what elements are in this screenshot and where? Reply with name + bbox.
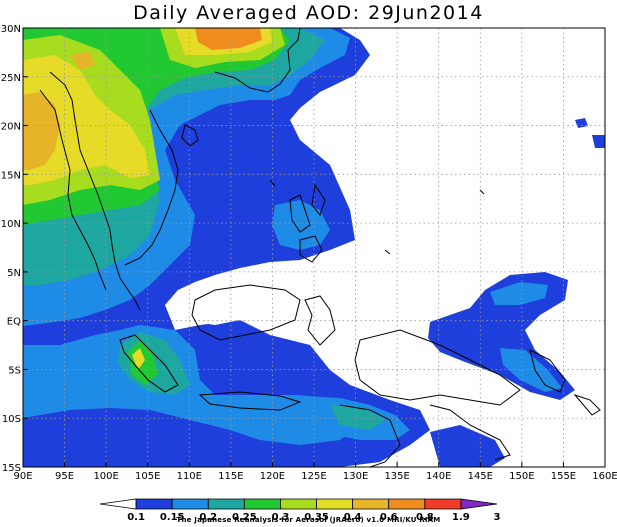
aod-region-orange: [23, 92, 60, 170]
lat-tick-label: 10N: [1, 219, 21, 230]
colorbar-segment: [207, 498, 245, 510]
lon-tick-label: 95E: [55, 471, 74, 482]
lon-tick-label: 150E: [509, 471, 534, 482]
lat-tick-label: 5S: [8, 365, 21, 376]
aod-field: [23, 28, 605, 467]
colorbar-segment: [424, 498, 462, 510]
lon-tick-label: 115E: [218, 471, 243, 482]
lat-tick-label: EQ: [7, 317, 21, 328]
aod-region-lightblue-south: [23, 325, 360, 445]
colorbar-label: 0.2: [199, 512, 217, 523]
colorbar-segment: [171, 498, 209, 510]
colorbar-label: 0.1: [127, 512, 145, 523]
lat-tick-label: 30N: [1, 24, 21, 35]
credit-text: The Japanese Reanalysis for Aerosol (JRA…: [176, 516, 441, 524]
aod-region-blue-sw: [430, 425, 505, 467]
colorbar-label: 0.6: [380, 512, 398, 523]
colorbar-segment: [243, 498, 281, 510]
colorbar-segment: [316, 498, 354, 510]
lon-tick-label: 90E: [13, 471, 32, 482]
colorbar-label: 0.15: [160, 512, 185, 523]
lon-tick-label: 130E: [343, 471, 368, 482]
aod-region-yellow-sumatra: [132, 348, 145, 370]
lat-tick-label: 25N: [1, 73, 21, 84]
lon-tick-label: 140E: [426, 471, 451, 482]
colorbar: 0.1 0.15 0.2 0.25 0.3 0.35 0.4 0.6 0.8 1.9 3: [99, 498, 501, 523]
aod-region-blue-small2: [575, 118, 588, 128]
colorbar-segment: [135, 498, 173, 510]
lat-tick-label: 15N: [1, 170, 21, 181]
lon-tick-label: 110E: [177, 471, 202, 482]
lon-tick-label: 160E: [592, 471, 617, 482]
aod-region-teal-timor: [330, 405, 385, 430]
colorbar-segment: [460, 498, 498, 510]
coastlines: [39, 27, 601, 468]
colorbar-segment: [352, 498, 390, 510]
lon-tick-label: 120E: [260, 471, 285, 482]
lat-tick-label: 10S: [2, 414, 21, 425]
colorbar-segment: [280, 498, 317, 510]
colorbar-label: 0.4: [344, 512, 362, 523]
colorbar-label: 3: [494, 512, 501, 523]
lon-tick-label: 145E: [468, 471, 493, 482]
aod-region-yellow: [23, 55, 150, 185]
colorbar-label: 0.8: [416, 512, 434, 523]
lon-tick-label: 100E: [93, 471, 118, 482]
colorbar-segment: [99, 498, 137, 510]
lon-tick-label: 155E: [551, 471, 576, 482]
aod-region-blue-central: [200, 102, 290, 188]
lat-tick-label: 5N: [7, 268, 21, 279]
aod-region-blue-small: [592, 135, 605, 148]
lon-tick-labels: 90E 95E 100E 105E 110E 115E 120E 125E 130E 135E 14…: [13, 462, 617, 482]
aod-region-orange-north: [195, 28, 262, 50]
aod-region-orange-small: [70, 52, 95, 70]
colorbar-label: 0.3: [272, 512, 290, 523]
colorbar-segment: [388, 498, 426, 510]
lon-tick-label: 105E: [135, 471, 160, 482]
lat-tick-label: 20N: [1, 122, 21, 133]
map-title: Daily Averaged AOD: 29Jun2014: [133, 2, 484, 24]
colorbar-label: 1.9: [452, 512, 470, 523]
lon-tick-label: 135E: [384, 471, 409, 482]
colorbar-label: 0.35: [304, 512, 329, 523]
lat-tick-labels: 15S 10S 5S EQ 5N 10N 15N 20N 25N 30N: [1, 24, 28, 474]
aod-region-lightblue-se: [500, 348, 562, 392]
grid-lines: [23, 28, 605, 467]
lat-tick-label: 15S: [2, 463, 21, 474]
colorbar-label: 0.25: [232, 512, 257, 523]
lon-tick-label: 125E: [301, 471, 326, 482]
aod-region-lightblue-east: [490, 282, 548, 305]
